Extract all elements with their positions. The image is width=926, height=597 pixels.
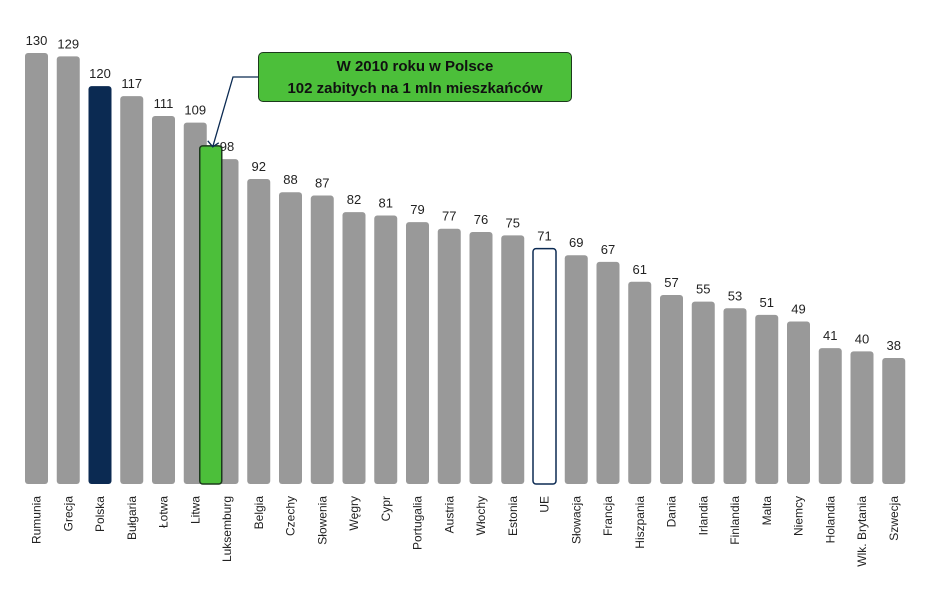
highlight-group [199, 145, 223, 485]
callout-arrowhead [207, 140, 220, 148]
value-label-rumunia: 130 [26, 33, 48, 48]
bar-grecja [56, 56, 80, 485]
value-label-ue: 71 [537, 229, 551, 244]
category-label-lotwa: Łotwa [157, 496, 171, 528]
bar-portugalia [406, 222, 429, 485]
value-label-slowacja: 69 [569, 235, 583, 250]
bar-hiszpania [628, 281, 652, 484]
category-label-cypr: Cypr [379, 496, 393, 521]
category-label-belgia: Belgia [252, 496, 266, 530]
bar-francja [596, 261, 620, 484]
category-label-hiszpania: Hiszpania [633, 496, 647, 549]
value-label-bulgaria: 117 [121, 76, 142, 91]
value-label-lotwa: 111 [154, 96, 174, 111]
value-label-polska: 120 [89, 66, 111, 81]
bar-finlandia [723, 308, 747, 484]
bar-lotwa [152, 115, 175, 484]
category-label-slowenia: Słowenia [315, 496, 329, 545]
value-label-niemcy: 49 [791, 302, 805, 317]
category-label-francja: Francja [601, 496, 615, 536]
callout-connector-group [207, 76, 258, 148]
value-label-litwa: 109 [184, 103, 206, 118]
category-label-austria: Austria [442, 496, 456, 534]
category-label-finlandia: Finlandia [728, 496, 742, 545]
category-label-portugalia: Portugalia [411, 496, 425, 550]
bar-wlk-brytania [850, 351, 874, 484]
bar-szwecja [882, 358, 906, 484]
category-label-ue: UE [538, 496, 552, 513]
category-label-wlochy: Włochy [474, 496, 488, 535]
category-label-szwecja: Szwecja [887, 496, 901, 541]
bar-ue [532, 247, 557, 485]
bar-irlandia [691, 301, 715, 484]
value-label-szwecja: 38 [887, 338, 901, 353]
bar-wlochy [469, 232, 493, 484]
bar-cypr [374, 215, 398, 484]
bar-polska-2010-highlight [199, 145, 223, 485]
bar-malta [755, 314, 779, 484]
category-label-estonia: Estonia [506, 496, 520, 536]
category-label-slowacja: Słowacja [569, 496, 583, 544]
callout-connector-line [212, 76, 258, 148]
value-label-francja: 67 [601, 242, 615, 257]
value-label-malta: 51 [760, 295, 774, 310]
bar-estonia [501, 235, 525, 484]
callout-line-2: 102 zabitych na 1 mln mieszkańców [287, 80, 543, 97]
category-label-malta: Malta [760, 496, 774, 526]
value-label-finlandia: 53 [728, 288, 742, 303]
bar-holandia [818, 348, 842, 484]
category-label-luksemburg: Luksemburg [220, 496, 234, 562]
value-label-wlk-brytania: 40 [855, 331, 869, 346]
value-label-wegry: 82 [347, 192, 361, 207]
value-label-hiszpania: 61 [633, 262, 647, 277]
category-label-bulgaria: Bułgaria [125, 496, 139, 540]
bar-austria [437, 228, 461, 484]
value-label-grecja: 129 [57, 36, 79, 51]
bar-wegry [342, 212, 366, 484]
bar-belgia [247, 178, 271, 484]
callout-box: W 2010 roku w Polsce 102 zabitych na 1 m… [258, 52, 572, 102]
value-label-holandia: 41 [823, 328, 837, 343]
bar-czechy [279, 192, 302, 484]
bar-polska [88, 86, 112, 485]
category-label-wlk-brytania: Wlk. Brytania [855, 496, 869, 567]
bar-slowenia [310, 195, 334, 485]
value-label-portugalia: 79 [410, 202, 424, 217]
category-label-grecja: Grecja [61, 496, 75, 532]
value-label-belgia: 92 [252, 159, 266, 174]
bar-bulgaria [120, 96, 144, 484]
category-label-niemcy: Niemcy [792, 496, 806, 536]
value-label-estonia: 75 [506, 215, 520, 230]
category-label-polska: Polska [93, 496, 107, 532]
value-label-czechy: 88 [283, 172, 297, 187]
value-label-dania: 57 [664, 275, 678, 290]
category-label-czechy: Czechy [284, 496, 298, 536]
value-label-luksemburg: 98 [220, 139, 234, 154]
value-label-irlandia: 55 [696, 282, 710, 297]
value-label-wlochy: 76 [474, 212, 488, 227]
category-label-holandia: Holandia [823, 496, 837, 544]
value-label-cypr: 81 [379, 195, 393, 210]
bars-group: 130 Rumunia 129 Grecja 120 Polska 117 Bułgaria 1… [25, 33, 906, 567]
category-label-dania: Dania [665, 496, 679, 528]
category-label-litwa: Litwa [188, 496, 202, 524]
value-label-slowenia: 87 [315, 176, 329, 191]
bar-rumunia [25, 53, 48, 484]
bar-dania [660, 295, 683, 484]
bar-slowacja [564, 255, 588, 484]
bar-niemcy [787, 321, 810, 484]
category-label-wegry: Węgry [347, 496, 361, 531]
category-label-irlandia: Irlandia [696, 496, 710, 536]
category-label-rumunia: Rumunia [30, 496, 44, 544]
value-label-austria: 77 [442, 209, 456, 224]
callout-line-1: W 2010 roku w Polsce [336, 58, 494, 75]
